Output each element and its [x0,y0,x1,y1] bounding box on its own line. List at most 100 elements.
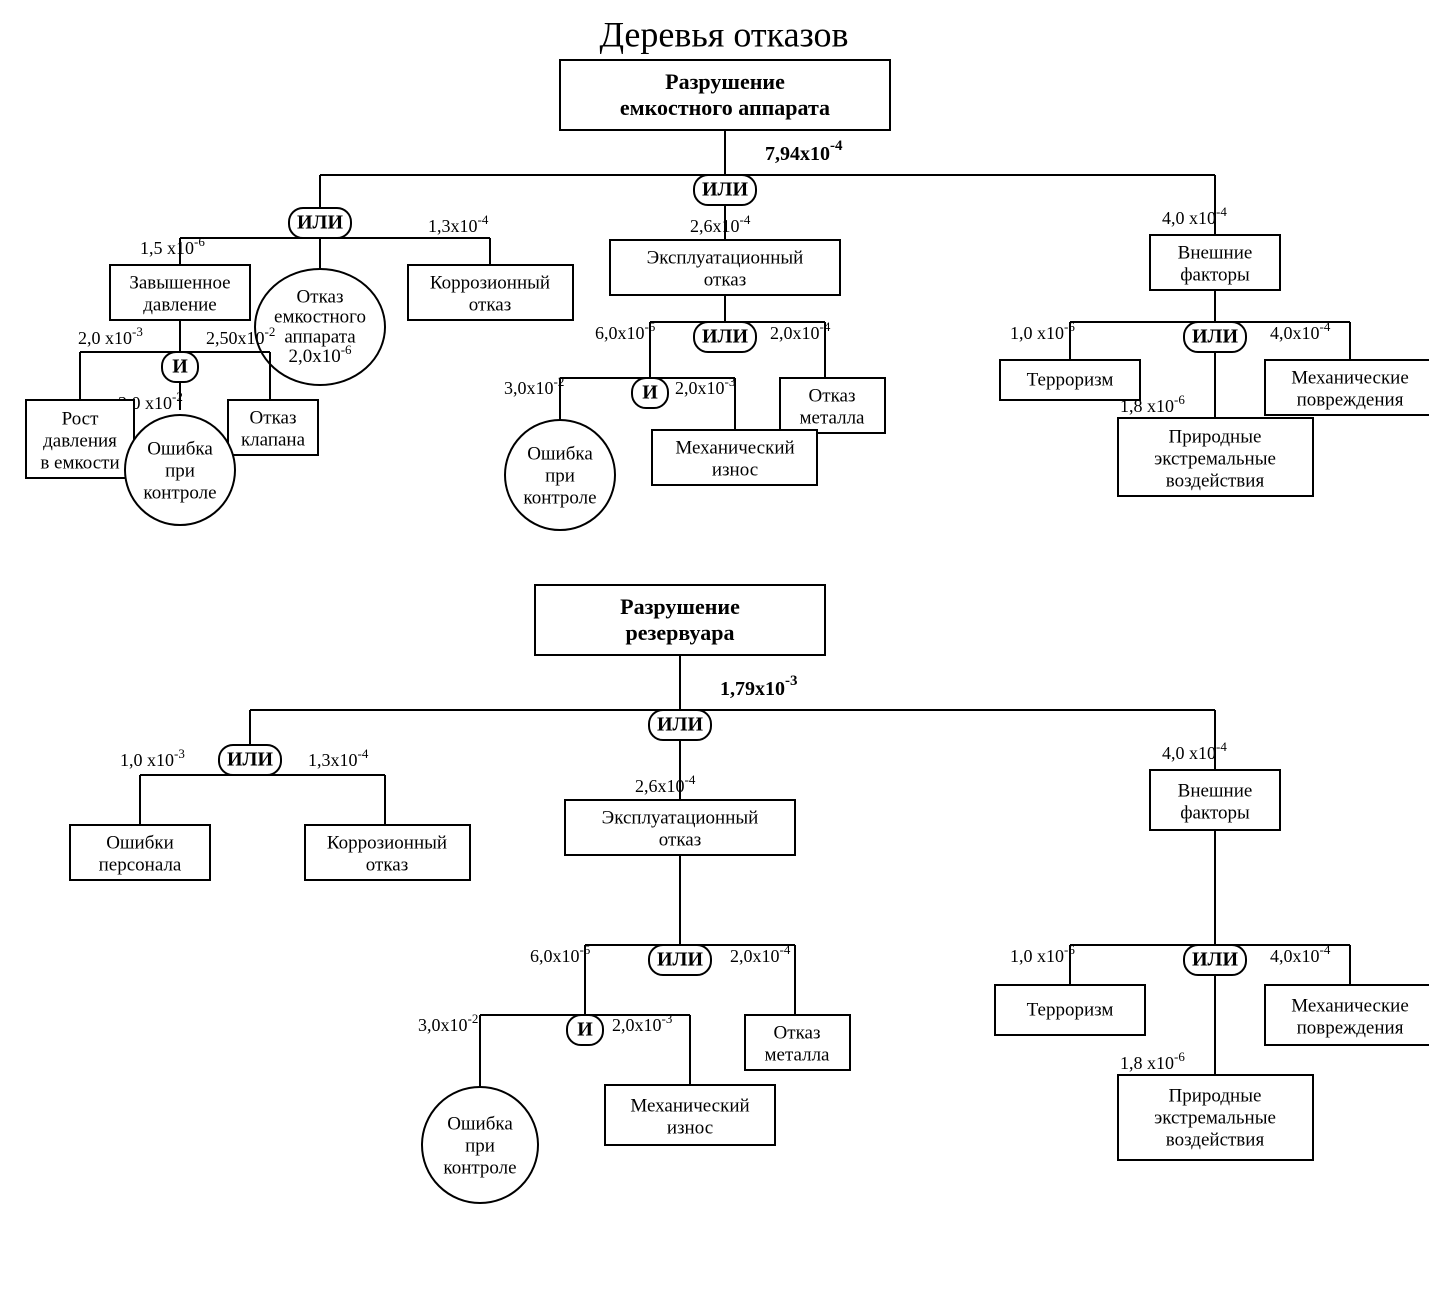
svg-text:Внешние: Внешние [1178,780,1253,801]
node-external-2: Внешние факторы [1150,770,1280,830]
node-corrosion-1: 1,3x10-4 Коррозионный отказ [408,212,573,320]
node-natural-2: Природные экстремальные воздействия [1118,1075,1313,1160]
node-excess-pressure: 1,5 x10-6 Завышенное давление [110,234,250,320]
svg-text:резервуара: резервуара [626,620,735,645]
svg-text:Разрушение: Разрушение [620,594,740,619]
node-exploitation-2: Эксплуатационный отказ [565,800,795,855]
svg-text:давления: давления [43,430,117,451]
svg-text:отказ: отказ [659,829,701,850]
svg-text:при: при [545,465,575,486]
node-pressure-growth: Рост давления в емкости [26,400,134,478]
svg-text:факторы: факторы [1180,802,1250,823]
svg-text:4,0 x10-4: 4,0 x10-4 [1162,204,1227,228]
node-personnel-errors: Ошибки персонала [70,825,210,880]
svg-text:отказ: отказ [366,854,408,875]
node-control-error-3: Ошибка при контроле [422,1087,538,1203]
svg-text:контроле: контроле [443,1157,516,1178]
svg-text:Терроризм: Терроризм [1027,369,1114,390]
svg-text:Эксплуатационный: Эксплуатационный [647,247,804,268]
svg-text:Эксплуатационный: Эксплуатационный [602,807,759,828]
svg-text:Ошибка: Ошибка [527,443,593,464]
svg-text:Рост: Рост [62,408,100,429]
svg-text:ИЛИ: ИЛИ [657,949,703,971]
svg-text:Отказ: Отказ [774,1022,821,1043]
node-control-error-1: Ошибка при контроле [125,415,235,525]
svg-text:И: И [172,356,188,378]
node-control-error-2: Ошибка при контроле [505,420,615,530]
svg-text:ИЛИ: ИЛИ [702,326,748,348]
svg-text:емкостного: емкостного [274,306,366,327]
svg-text:давление: давление [143,294,217,315]
node-corrosion-2: Коррозионный отказ [305,825,470,880]
tree1-right-or-gate: ИЛИ [1184,322,1246,352]
svg-text:металла: металла [800,407,866,428]
diagram-title: Деревья отказов [599,14,848,54]
svg-text:Механический: Механический [630,1095,749,1116]
tree1-or-gate: ИЛИ [694,175,756,205]
svg-text:2,0x10-4: 2,0x10-4 [770,319,831,343]
svg-text:И: И [642,382,658,404]
svg-text:факторы: факторы [1180,264,1250,285]
tree2-and-gate: И [567,1015,603,1045]
tree1-top-event: Разрушение емкостного аппарата [560,60,890,130]
tree1-and-gate-2: И [632,378,668,408]
svg-text:износ: износ [712,459,758,480]
svg-text:Ошибка: Ошибка [447,1113,513,1134]
svg-text:4,0x10-4: 4,0x10-4 [1270,319,1331,343]
node-mech-damage-1: Механические повреждения [1265,360,1429,415]
svg-text:Ошибка: Ошибка [147,438,213,459]
svg-text:воздействия: воздействия [1166,470,1265,491]
svg-text:2,0x10-3: 2,0x10-3 [675,374,735,398]
svg-text:Ошибки: Ошибки [106,832,174,853]
fault-tree-diagram: Деревья отказов Разрушение емкостного ап… [10,10,1429,1282]
svg-text:ИЛИ: ИЛИ [1192,949,1238,971]
svg-text:контроле: контроле [143,482,216,503]
node-valve-failure: Отказ клапана [228,400,318,455]
svg-text:Внешние: Внешние [1178,242,1253,263]
tree1-mid-or-gate: ИЛИ [694,322,756,352]
svg-text:повреждения: повреждения [1297,1017,1404,1038]
svg-text:Терроризм: Терроризм [1027,999,1114,1020]
svg-text:2,6x10-4: 2,6x10-4 [690,212,751,236]
tree2-top-event: Разрушение резервуара [535,585,825,655]
svg-text:1,0 x10-6: 1,0 x10-6 [1010,319,1075,343]
svg-text:отказ: отказ [704,269,746,290]
svg-text:отказ: отказ [469,294,511,315]
node-terrorism-2: Терроризм [995,985,1145,1035]
svg-text:2,0x10-4: 2,0x10-4 [730,942,791,966]
svg-text:2,0 x10-3: 2,0 x10-3 [78,324,143,348]
svg-text:1,0 x10-3: 1,0 x10-3 [120,746,185,770]
svg-text:емкостного аппарата: емкостного аппарата [620,95,830,120]
svg-text:1,3x10-4: 1,3x10-4 [428,212,489,236]
svg-text:1,8 x10-6: 1,8 x10-6 [1120,1049,1185,1073]
svg-text:Завышенное: Завышенное [129,272,230,293]
svg-text:повреждения: повреждения [1297,389,1404,410]
svg-text:3,0x10-2: 3,0x10-2 [418,1011,478,1035]
svg-text:1,5 x10-6: 1,5 x10-6 [140,234,205,258]
svg-text:6,0x10-5: 6,0x10-5 [530,942,590,966]
svg-text:ИЛИ: ИЛИ [227,749,273,771]
svg-text:Механические: Механические [1291,995,1409,1016]
tree2-right-or-gate: ИЛИ [1184,945,1246,975]
svg-text:клапана: клапана [241,429,306,450]
node-terrorism-1: Терроризм [1000,360,1140,400]
svg-text:6,0x10-5: 6,0x10-5 [595,319,655,343]
node-mech-wear-2: Механический износ [605,1085,775,1145]
tree2-or-gate: ИЛИ [649,710,711,740]
svg-text:металла: металла [765,1044,831,1065]
node-metal-failure-2: Отказ металла [745,1015,850,1070]
svg-text:Отказ: Отказ [297,286,344,307]
node-exploitation-1: 2,6x10-4 Эксплуатационный отказ [610,212,840,295]
svg-text:Коррозионный: Коррозионный [430,272,550,293]
svg-text:2,0x10-3: 2,0x10-3 [612,1011,672,1035]
svg-text:персонала: персонала [99,854,182,875]
svg-text:экстремальные: экстремальные [1154,1107,1276,1128]
svg-text:1,0 x10-6: 1,0 x10-6 [1010,942,1075,966]
tree2-mid-or-gate: ИЛИ [649,945,711,975]
svg-text:1,3x10-4: 1,3x10-4 [308,746,369,770]
tree1-top-prob: 7,94x10-4 [765,138,843,164]
svg-text:2,6x10-4: 2,6x10-4 [635,772,696,796]
tree2-left-or-gate: ИЛИ [219,745,281,775]
svg-text:ИЛИ: ИЛИ [657,714,703,736]
svg-text:ИЛИ: ИЛИ [297,212,343,234]
